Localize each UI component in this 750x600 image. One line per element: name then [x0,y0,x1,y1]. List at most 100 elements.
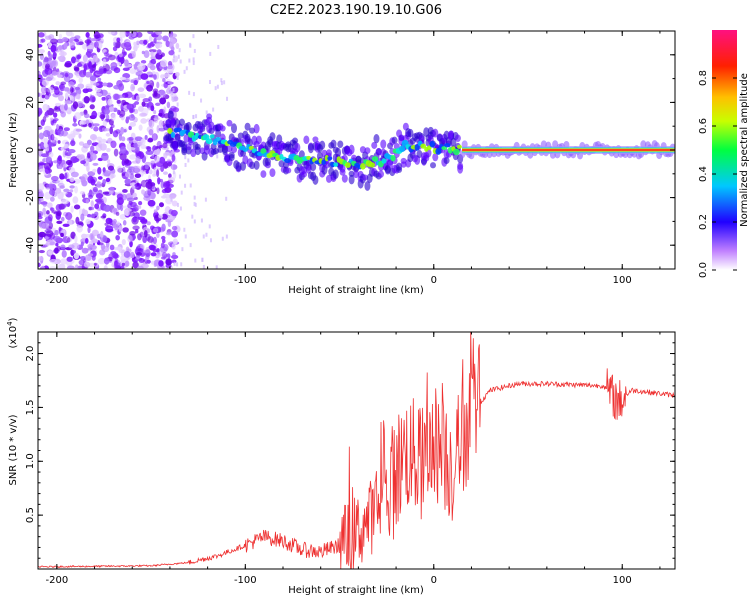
noise-blob [70,231,76,240]
noise-speckle [184,155,187,160]
ridge-halo [387,158,394,169]
y-tick-label: 40 [25,48,36,61]
noise-blob [155,31,163,36]
noise-blob [51,210,58,214]
noise-blob [139,231,144,238]
noise-blob [152,93,161,99]
noise-blob [133,142,138,148]
noise-blob [49,258,58,264]
noise-blob [78,41,84,46]
y-tick-label: 0.5 [25,507,36,523]
noise-blob [92,54,98,62]
noise-blob [70,171,79,178]
noise-blob [100,231,104,238]
noise-speckle [172,58,175,63]
noise-blob [76,41,80,46]
noise-blob [172,252,176,257]
noise-blob [128,125,132,131]
noise-blob [47,74,54,81]
noise-blob [74,235,78,243]
ridge-halo [260,170,267,178]
x-tick-label: -200 [45,275,68,286]
noise-blob [102,58,107,67]
noise-blob [78,221,84,226]
noise-blob [85,219,91,225]
noise-blob [154,43,163,49]
noise-blob [97,33,104,39]
noise-blob [86,213,92,218]
noise-blob [64,62,72,68]
noise-blob [96,200,105,205]
noise-blob [101,96,106,101]
noise-speckle [179,59,182,64]
noise-blob [138,257,145,263]
noise-blob [171,200,178,207]
ridge-halo [269,168,276,178]
noise-blob [123,251,131,258]
noise-blob [59,104,65,112]
noise-blob [79,190,86,195]
noise-blob [57,263,66,269]
noise-blob [48,54,54,59]
ridge-halo [178,118,185,126]
noise-blob [138,205,142,209]
noise-blob [124,209,130,217]
noise-blob [63,166,67,172]
noise-speckle [172,87,175,92]
y-tick-label: 1.0 [25,453,36,469]
noise-blob [123,41,132,48]
noise-blob [107,165,115,171]
noise-blob [141,101,146,107]
ridge-halo [348,144,355,155]
noise-blob [80,241,84,247]
noise-blob [38,256,44,262]
noise-blob [57,56,63,61]
noise-blob [91,255,96,261]
noise-blob [167,81,173,85]
ridge-halo [212,148,219,155]
noise-blob [80,213,85,222]
ridge-halo [448,130,455,140]
ridge-halo [303,135,310,145]
noise-blob [101,152,109,161]
ridge-core-blob [381,158,387,164]
snr-scale-suffix: ) [8,317,19,321]
noise-speckle [202,264,205,269]
noise-blob [145,170,149,174]
noise-blob [91,229,99,237]
noise-blob [122,220,127,226]
noise-blob [81,247,89,254]
noise-blob [132,192,137,198]
noise-blob [87,226,91,234]
ridge-halo [174,133,181,142]
noise-blob [166,101,171,109]
noise-blob [146,80,150,85]
noise-blob [57,128,65,137]
noise-blob [135,95,140,102]
noise-blob [156,205,160,211]
noise-blob [156,81,160,89]
y-tick-label: -20 [25,189,36,205]
noise-blob [60,232,64,238]
noise-blob [156,232,160,238]
ridge-halo [325,149,332,157]
noise-blob [159,156,166,164]
noise-blob [74,185,79,194]
ridge-halo [310,162,317,172]
noise-blob [135,156,141,164]
noise-blob [171,225,178,231]
noise-blob [118,53,123,58]
noise-speckle [176,75,179,80]
noise-speckle [172,97,175,102]
noise-blob [44,111,49,117]
ridge-halo [335,147,342,158]
noise-blob [118,83,125,92]
noise-speckle [192,57,195,62]
noise-blob [124,158,130,164]
noise-blob [122,67,130,72]
noise-blob [110,113,116,121]
ridge-halo [208,121,215,130]
noise-blob [69,185,75,189]
noise-blob [115,234,120,241]
noise-blob [83,95,90,104]
